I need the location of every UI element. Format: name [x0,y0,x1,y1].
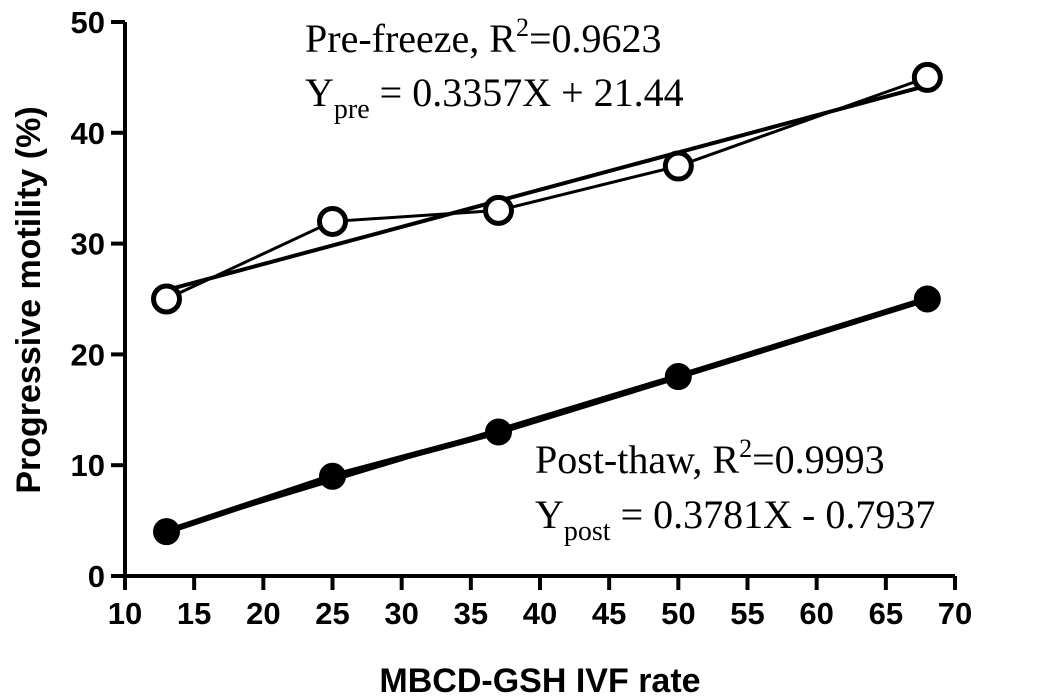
data-point [664,363,692,391]
annotation-post-sub: post [564,516,611,547]
data-series [151,61,943,546]
y-tick-label: 30 [71,227,105,262]
data-point [485,418,512,446]
data-point [153,518,180,546]
data-point [317,205,348,237]
y-tick-label: 20 [71,337,105,372]
data-point [913,285,941,313]
x-tick-label: 15 [177,596,211,631]
x-tick-label: 55 [730,596,764,631]
annotation-pre-y: Y [305,70,334,115]
x-tick-label: 30 [384,596,418,631]
annotation-post-text: Post-thaw, R [535,437,739,482]
x-tick-label: 60 [799,596,833,631]
annotation-post-r2: =0.9993 [752,437,885,482]
annotation-pre-text: Pre-freeze, R [305,16,516,61]
annotation-post-sup: 2 [739,434,752,463]
data-point [662,150,694,182]
x-tick-label: 20 [246,596,280,631]
data-point [151,283,182,315]
annotation-pre-line2: Ypre = 0.3357X + 21.44 [305,70,684,125]
annotation-pre-sub: pre [334,94,370,125]
data-point [911,61,943,93]
x-tick-label: 70 [938,596,972,631]
x-tick-label: 45 [592,596,626,631]
annotation-pre-r2: =0.9623 [529,16,662,61]
annotation-pre-line1: Pre-freeze, R2=0.9623 [305,13,662,61]
y-tick-label: 10 [71,448,105,483]
x-tick-label: 65 [869,596,903,631]
data-point [483,194,514,226]
x-tick-label: 25 [315,596,349,631]
data-point [319,462,346,490]
fit-line-0 [165,83,928,293]
x-tick-label: 35 [454,596,488,631]
y-tick-label: 0 [88,559,105,594]
y-tick-label: 50 [71,5,105,40]
x-tick-label: 10 [108,596,142,631]
x-tick-label: 50 [661,596,695,631]
x-tick-label: 40 [523,596,557,631]
annotation-pre-equation: = 0.3357X + 21.44 [370,70,684,115]
annotation-post-line1: Post-thaw, R2=0.9993 [535,434,885,482]
annotation-post-y: Y [535,492,564,537]
annotation-pre-sup: 2 [516,13,529,42]
annotation-post-equation: = 0.3781X - 0.7937 [611,492,936,537]
annotation-post-line2: Ypost = 0.3781X - 0.7937 [535,492,935,547]
y-tick-label: 40 [71,116,105,151]
y-axis-title: Progressive motility (%) [10,106,48,493]
x-axis-title: MBCD-GSH IVF rate [379,662,700,697]
